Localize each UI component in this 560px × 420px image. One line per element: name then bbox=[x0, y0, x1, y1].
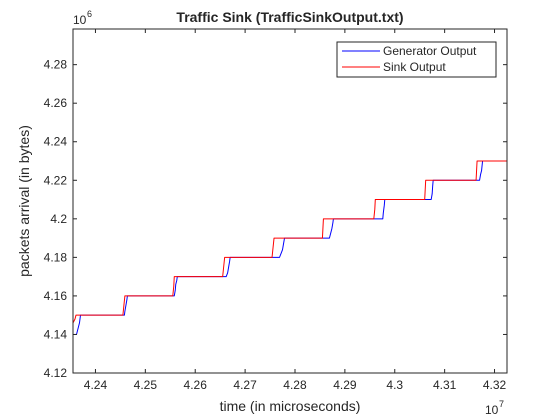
x-multiplier-exponent: 7 bbox=[499, 399, 504, 409]
series-layer bbox=[72, 160, 507, 335]
tick-layer: 4.24 4.25 4.26 4.27 4.28 4.29 4.3 4.31 4.32 4.12 4… bbox=[44, 29, 507, 392]
x-tick-label: 4.25 bbox=[134, 378, 158, 392]
x-tick-label: 4.24 bbox=[84, 378, 108, 392]
y-tick-label: 4.26 bbox=[44, 96, 68, 110]
y-multiplier-exponent: 6 bbox=[87, 9, 92, 19]
y-tick-label: 4.2 bbox=[50, 212, 67, 226]
y-multiplier-base: 10 bbox=[73, 13, 87, 27]
y-tick-label: 4.12 bbox=[44, 366, 68, 380]
y-axis-label: packets arrival (in bytes) bbox=[16, 125, 32, 277]
x-tick-label: 4.26 bbox=[184, 378, 208, 392]
x-tick-label: 4.28 bbox=[283, 378, 307, 392]
y-multiplier: 10 6 bbox=[73, 9, 92, 27]
legend-box bbox=[336, 41, 497, 78]
x-tick-label: 4.32 bbox=[483, 378, 507, 392]
x-axis-label: time (in microseconds) bbox=[220, 398, 361, 414]
axes-box bbox=[72, 28, 508, 374]
legend-label-generator-output: Generator Output bbox=[383, 44, 477, 58]
x-tick-label: 4.27 bbox=[233, 378, 257, 392]
x-multiplier: 10 7 bbox=[485, 399, 504, 417]
y-tick-label: 4.18 bbox=[44, 250, 68, 264]
x-multiplier-base: 10 bbox=[485, 403, 499, 417]
x-tick-label: 4.31 bbox=[433, 378, 457, 392]
x-tick-label: 4.3 bbox=[386, 378, 403, 392]
y-tick-label: 4.24 bbox=[44, 135, 68, 149]
y-tick-label: 4.22 bbox=[44, 173, 68, 187]
chart-title: Traffic Sink (TrafficSinkOutput.txt) bbox=[176, 9, 403, 25]
x-tick-label: 4.29 bbox=[333, 378, 357, 392]
y-tick-label: 4.16 bbox=[44, 289, 68, 303]
legend: Generator Output Sink Output bbox=[336, 41, 497, 78]
y-tick-label: 4.14 bbox=[44, 327, 68, 341]
series-line-generator-output bbox=[73, 160, 507, 335]
plot-area bbox=[73, 29, 507, 373]
legend-label-sink-output: Sink Output bbox=[383, 60, 446, 74]
y-tick-label: 4.28 bbox=[44, 58, 68, 72]
series-line-sink-output bbox=[72, 160, 507, 324]
